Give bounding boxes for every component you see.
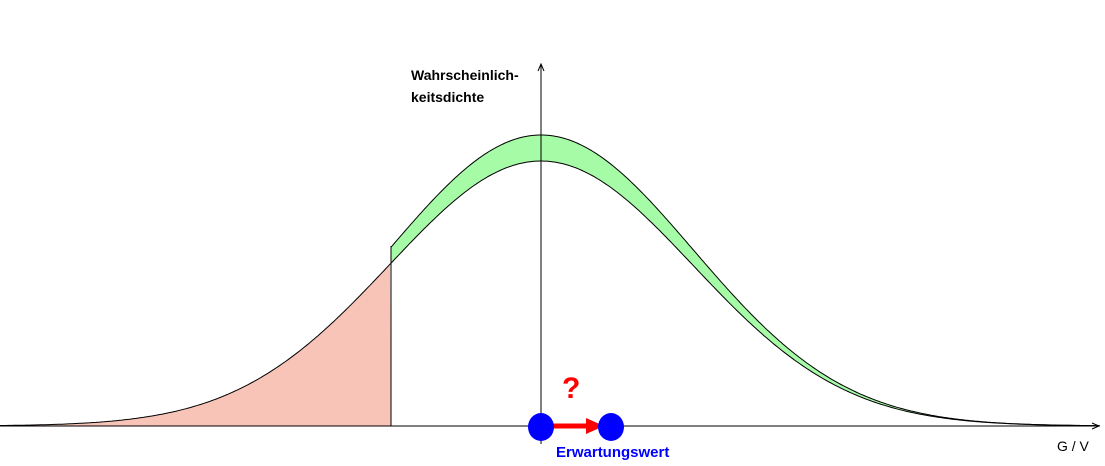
original-density-curve xyxy=(0,160,1100,427)
expected-value-point-shifted xyxy=(598,413,624,441)
x-axis-label: G / V xyxy=(1057,438,1089,454)
y-axis-label-line2: keitsdichte xyxy=(411,89,485,105)
expected-value-point-original xyxy=(528,413,554,441)
left-tail-shaded-area xyxy=(0,264,391,426)
shift-arrow-head-icon xyxy=(586,418,604,434)
expected-value-label: Erwartungswert xyxy=(556,444,670,461)
y-axis-arrow-icon xyxy=(537,62,545,72)
x-axis-arrow-icon xyxy=(1091,422,1101,430)
y-axis-label-line1: Wahrscheinlich- xyxy=(411,67,519,83)
shift-band-area xyxy=(391,135,1099,426)
shifted-density-curve xyxy=(390,134,1100,427)
question-mark: ? xyxy=(562,372,581,405)
